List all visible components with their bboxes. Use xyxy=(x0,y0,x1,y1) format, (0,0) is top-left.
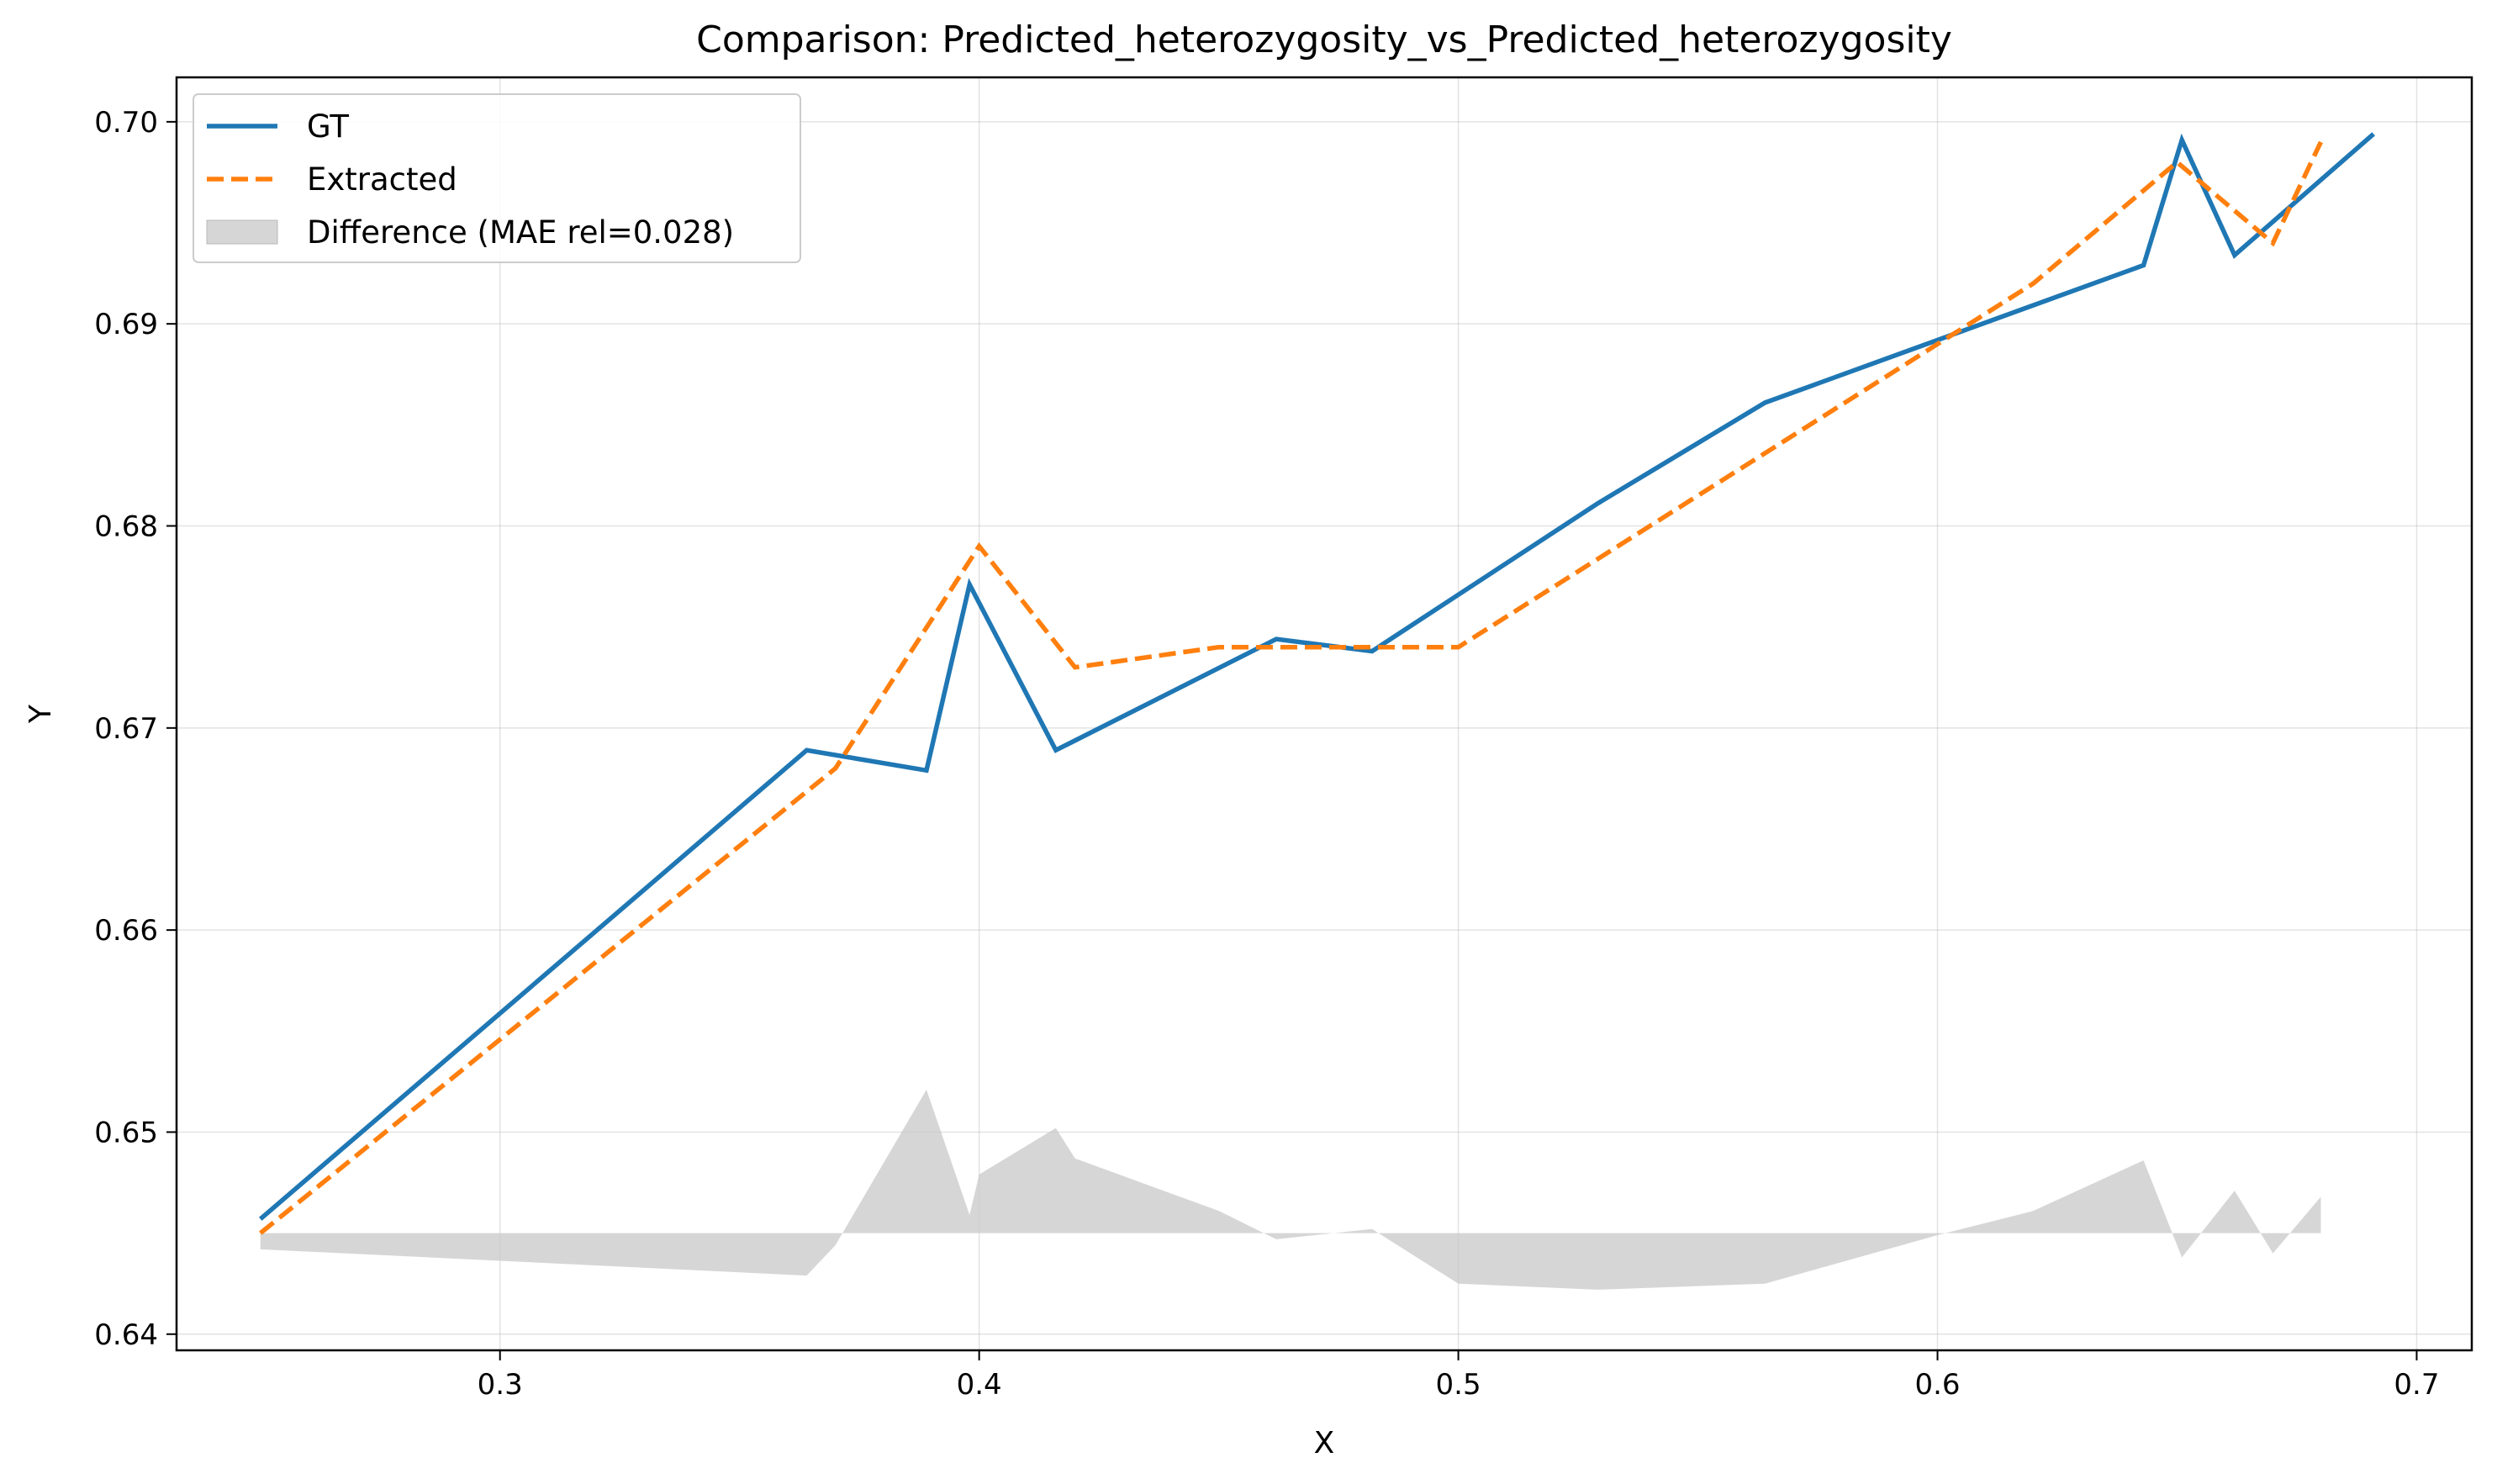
x-axis-title: X xyxy=(1314,1426,1335,1460)
legend-box xyxy=(193,93,801,263)
axis-ticks: 0.3 0.4 0.5 0.6 0.7 0.64 0.65 0.66 0.67 0.68 0.69 0… xyxy=(94,106,2439,1402)
difference-area-layer xyxy=(260,1089,2321,1290)
y-tick-label: 0.68 xyxy=(94,510,158,544)
y-tick-label: 0.67 xyxy=(94,712,158,746)
grid-lines xyxy=(177,77,2472,1350)
y-axis-title: Y xyxy=(24,704,58,724)
x-tick-label: 0.4 xyxy=(957,1368,1002,1402)
y-tick-label: 0.65 xyxy=(94,1116,158,1149)
y-tick-label: 0.70 xyxy=(94,106,158,140)
x-tick-label: 0.5 xyxy=(1436,1368,1481,1402)
y-tick-label: 0.64 xyxy=(94,1318,158,1352)
x-tick-label: 0.3 xyxy=(478,1368,523,1402)
x-tick-label: 0.7 xyxy=(2394,1368,2439,1402)
extracted-line xyxy=(259,140,2323,1235)
y-tick-label: 0.66 xyxy=(94,914,158,948)
series-lines-layer xyxy=(258,132,2375,1235)
legend-label: Difference (MAE rel=0.028) xyxy=(307,214,734,251)
legend: GT Extracted Difference (MAE rel=0.028) xyxy=(193,93,801,263)
plot-frame xyxy=(175,76,2473,1352)
difference-area xyxy=(260,1089,2321,1290)
legend-label: Extracted xyxy=(307,161,457,198)
x-tick-label: 0.6 xyxy=(1914,1368,1960,1402)
chart-title: Comparison: Predicted_heterozygosity_vs_… xyxy=(696,18,1952,61)
legend-swatch-difference xyxy=(206,219,278,245)
gt-line xyxy=(258,132,2375,1221)
y-tick-label: 0.69 xyxy=(94,308,158,341)
legend-label: GT xyxy=(307,108,349,145)
